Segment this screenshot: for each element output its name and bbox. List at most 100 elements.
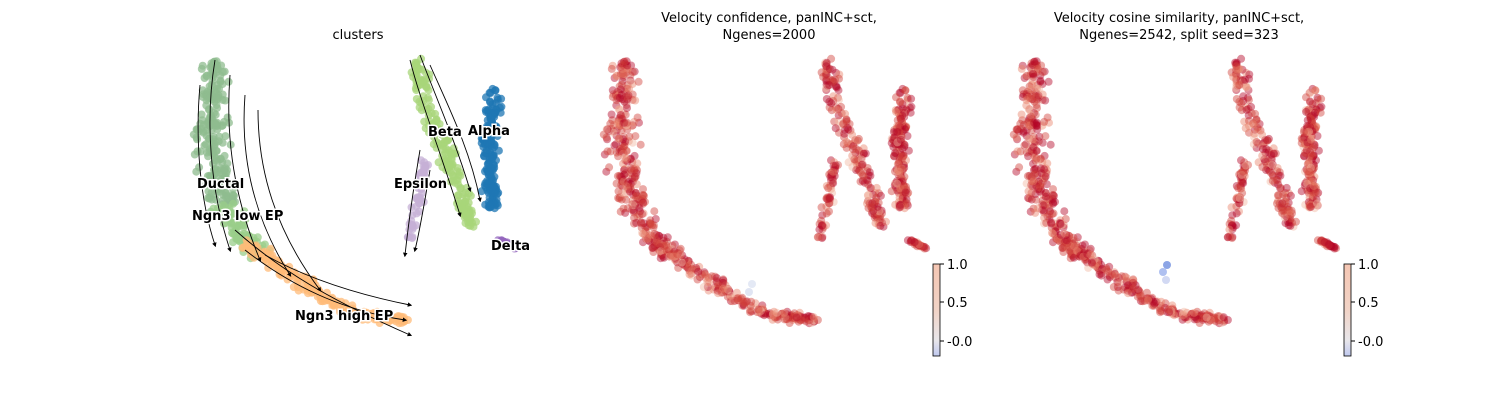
cell-point [894,188,903,197]
cell-point [1024,134,1033,143]
cell-point [738,301,747,310]
cell-point [637,196,646,205]
cell-point [630,117,639,126]
cell-point [1281,197,1290,206]
cell-point [897,172,906,181]
cell-point [673,258,682,267]
cell-point [900,123,909,131]
cell-point [634,195,643,203]
cell-point [619,159,627,168]
velocity-streamline [243,94,292,277]
cell-point [758,301,767,310]
cell-point [705,278,714,287]
cell-point [619,135,628,144]
cell-point [864,171,873,180]
cell-point [791,314,800,322]
cell-point [622,121,631,130]
velocity-cosine-panel [1009,54,1341,328]
cell-point [619,119,627,128]
cell-point [858,160,866,169]
cell-point [799,313,808,322]
cell-point [668,241,677,250]
cell-point [832,103,841,112]
cell-point-low [745,288,753,296]
cell-point [620,170,629,179]
cell-point [832,105,841,114]
cell-point [906,108,915,117]
cell-point [603,147,612,156]
cell-point [600,150,609,159]
cell-point [623,84,631,93]
cell-point [618,139,627,148]
cell-point [631,96,640,105]
cell-point [610,141,619,150]
colorbar-confidence-tick-1: 1.0 [947,258,968,273]
cell-point [802,317,810,326]
cell-point [1292,217,1300,226]
cell-point [864,180,873,189]
cell-point [629,206,638,215]
cell-point [625,84,633,93]
cell-point [621,190,630,198]
cell-point [840,129,849,138]
cell-point [902,105,911,114]
cell-point [491,86,500,95]
cell-point [1046,140,1055,149]
cell-point [624,91,633,100]
cell-point [619,143,628,152]
cell-point [890,181,899,190]
cell-point [857,155,866,164]
cell-point [677,256,686,264]
cell-point [793,311,802,319]
velocity-streamline [257,109,322,292]
cell-point [613,172,622,181]
cell-point [619,69,627,78]
cell-point [643,222,651,231]
cell-point [758,306,767,315]
cell-point [615,114,624,123]
cell-point [857,154,866,163]
cell-point [683,258,692,267]
cell-point [894,140,902,149]
cell-point [616,172,625,181]
velocity-streamline [409,59,462,218]
cell-point [897,154,906,163]
cell-point [209,177,218,186]
cell-point [893,124,902,133]
cell-point [650,242,659,251]
cell-point [785,313,794,322]
cell-point [677,258,686,267]
cell-point [1242,105,1251,114]
cell-point [500,238,509,247]
cell-point [632,218,641,227]
cell-point [637,223,646,232]
cell-point [900,140,908,149]
cell-point [624,180,633,189]
cell-point [847,140,855,149]
cell-point [665,252,674,261]
cell-point [653,239,662,248]
cell-point [1030,170,1039,179]
cell-point [902,105,911,114]
cell-point [872,207,881,216]
cell-point [645,218,654,227]
cell-point [755,306,764,315]
cell-point [621,169,630,178]
cell-point [1232,209,1241,218]
cell-point [850,155,859,164]
cell-point [639,209,648,218]
cell-point [693,275,702,284]
cell-point [870,200,879,209]
cell-point [823,63,832,72]
cell-point [719,278,728,287]
cell-point [612,72,621,81]
cell-point [795,308,804,317]
cell-point [796,315,805,324]
cell-point [831,75,840,84]
cell-point [697,270,706,279]
cell-point [899,181,908,190]
cell-point [895,203,904,212]
cell-point [622,92,631,101]
cell-point [616,69,625,78]
cell-point [895,158,903,167]
